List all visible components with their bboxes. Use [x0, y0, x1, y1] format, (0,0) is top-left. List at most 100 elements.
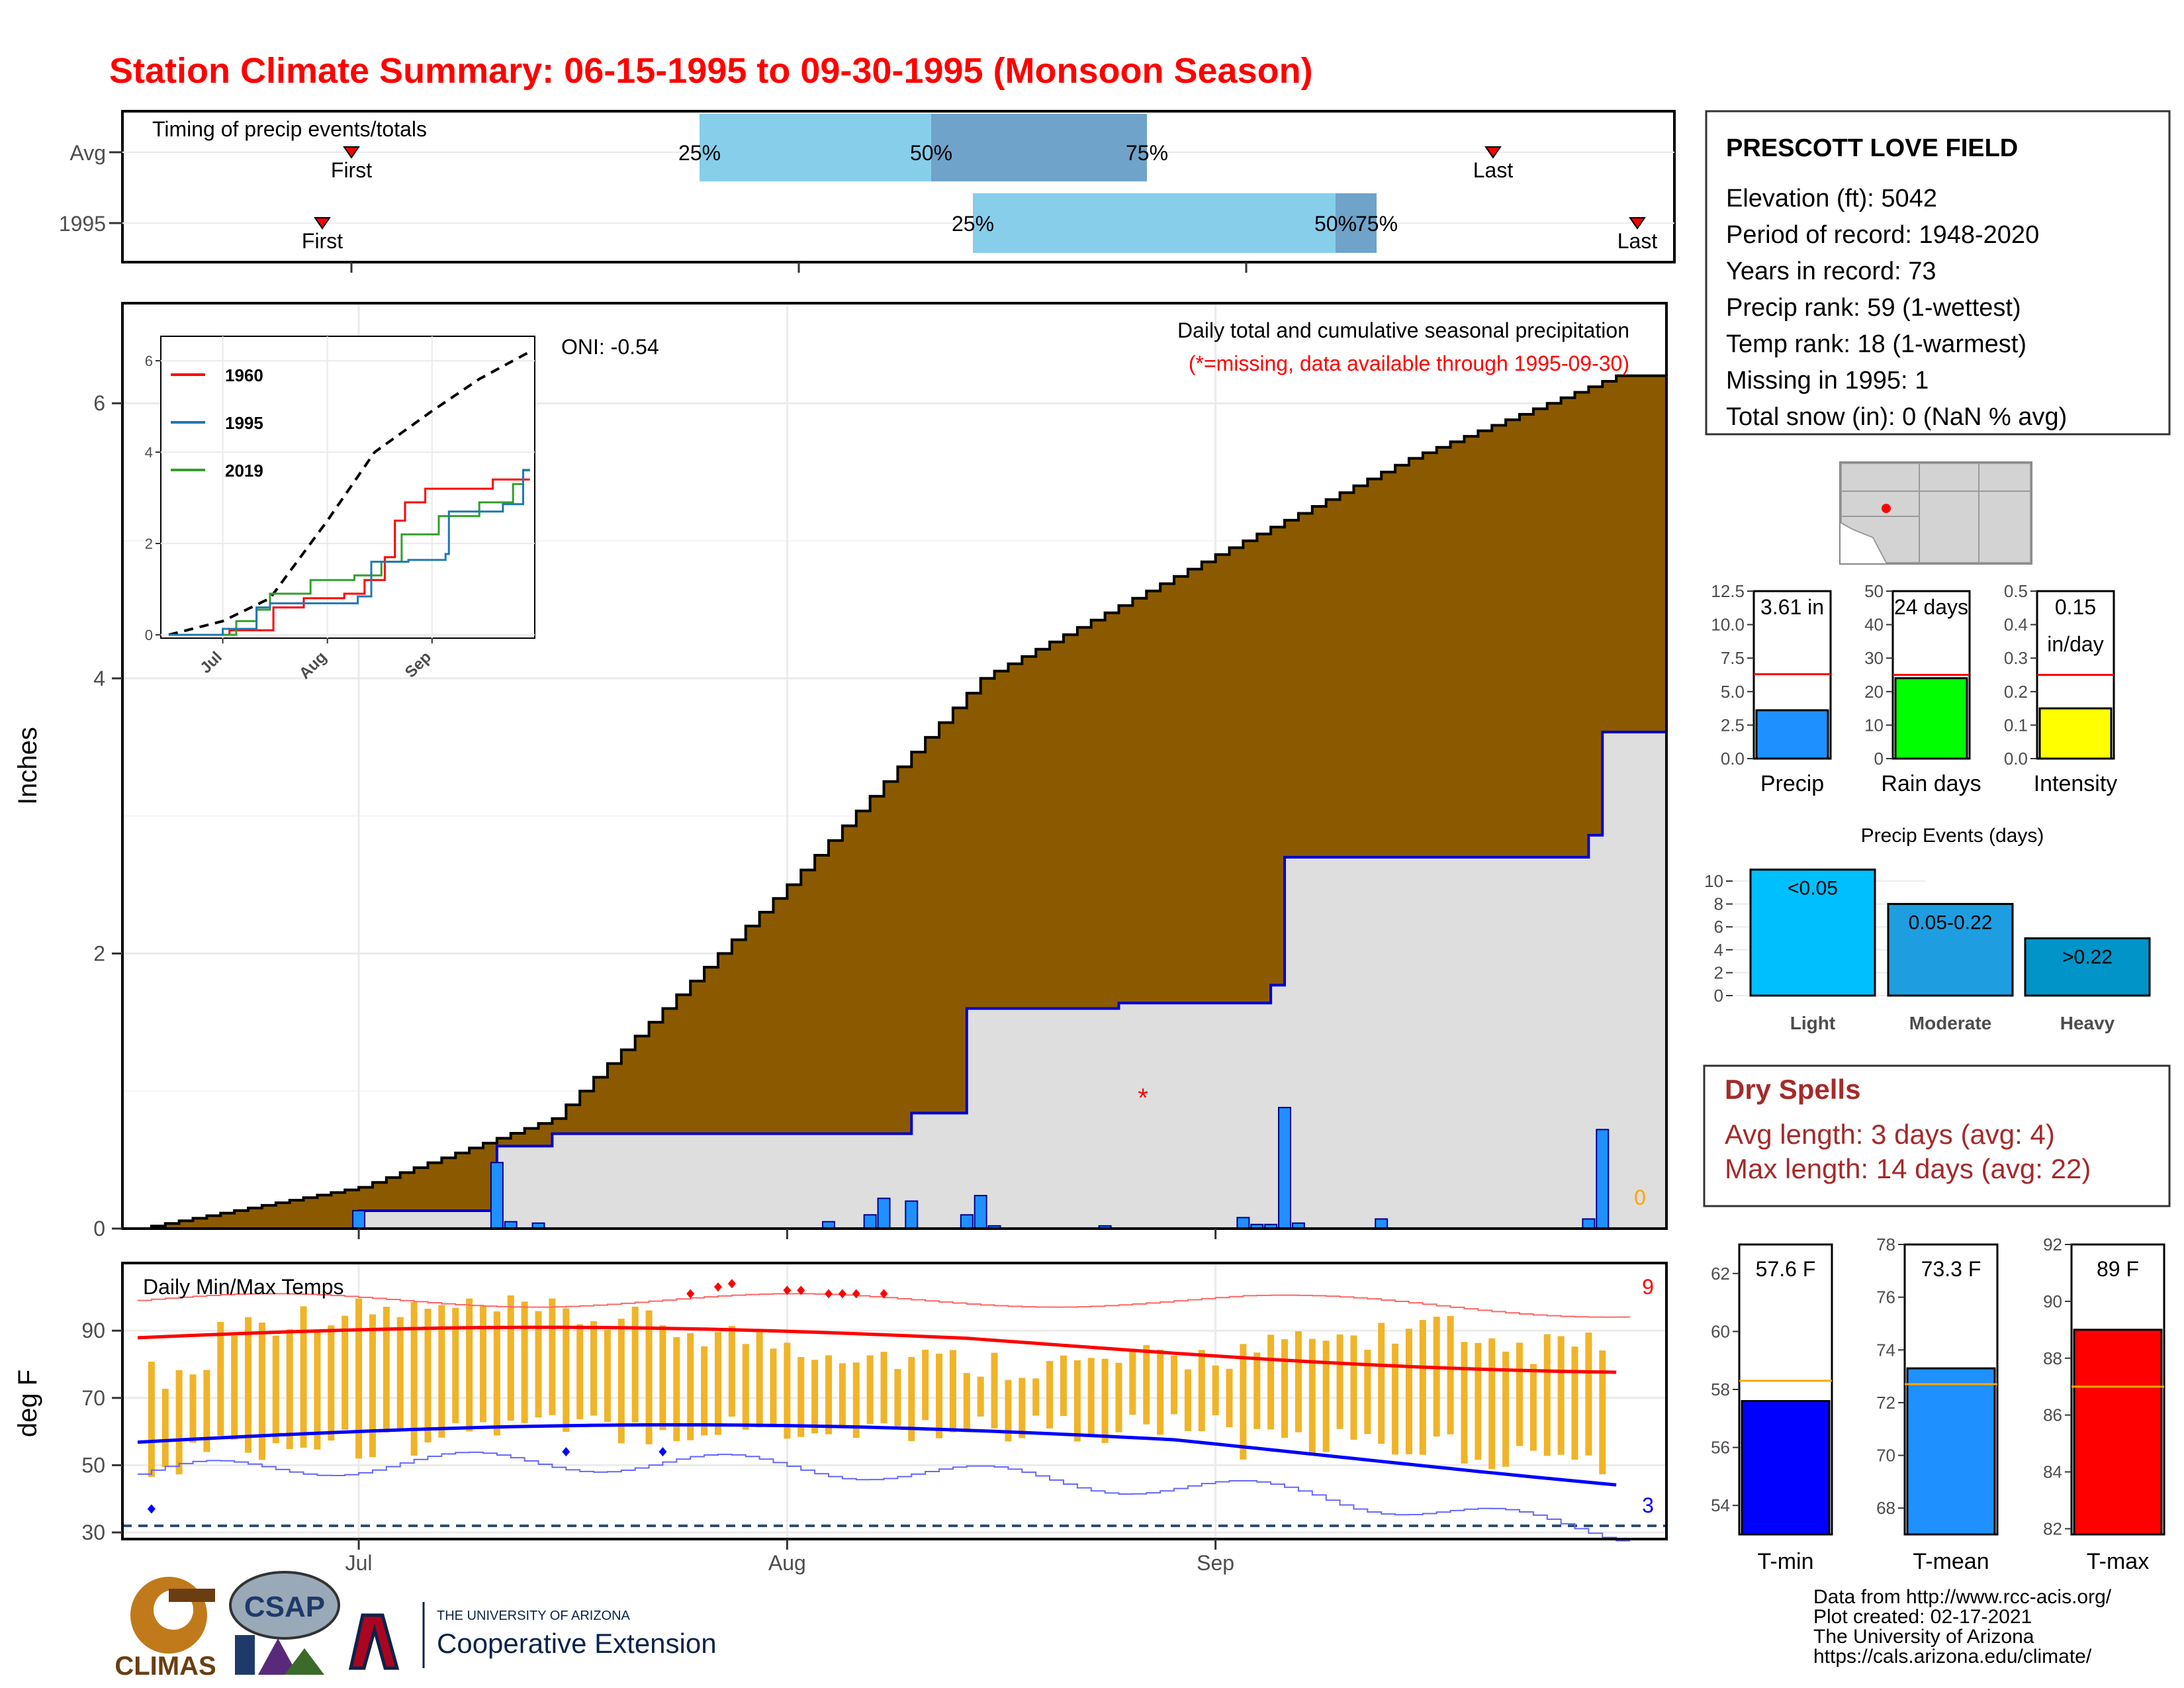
daily-temp-bar [1060, 1355, 1067, 1417]
temp-panel: 30 50 70 90 Daily Min/Max Temps deg F 9 3 J… [13, 1262, 1668, 1575]
summary-bar-t-max: 82 84 86 88 90 92 89 F T-max [2043, 1235, 2165, 1574]
summary-value-bar [1741, 1400, 1831, 1536]
ua-logo: THE UNIVERSITY OF ARIZONA Cooperative Ex… [348, 1602, 717, 1670]
summary-y-tick: 88 [2043, 1348, 2062, 1368]
temp-y-tick: 70 [81, 1386, 105, 1410]
page-title: Station Climate Summary: 06-15-1995 to 0… [109, 51, 1313, 91]
summary-label: T-mean [1913, 1549, 1989, 1574]
inset-legend-1995: 1995 [225, 413, 263, 433]
daily-precip-bar [1375, 1218, 1388, 1229]
summary-value-bar [1755, 709, 1829, 760]
daily-temp-bar [576, 1324, 584, 1420]
daily-temp-bar [936, 1353, 943, 1438]
main-ylabel: Inches [13, 727, 42, 805]
precip-legend-subtitle: (*=missing, data available through 1995-… [1189, 352, 1629, 375]
daily-temp-bar [438, 1305, 445, 1438]
summary-y-tick: 0.4 [2004, 615, 2028, 635]
svg-text:Cooperative Extension: Cooperative Extension [437, 1628, 717, 1659]
events-y-tick: 10 [1704, 871, 1723, 891]
daily-temp-bar [1240, 1344, 1247, 1460]
record-min-line [138, 1451, 1631, 1542]
daily-temp-bar [549, 1298, 556, 1415]
daily-temp-bar [175, 1370, 183, 1475]
summary-value-unit: in/day [2047, 632, 2103, 656]
daily-temp-bar [1005, 1380, 1012, 1442]
daily-temp-bar [286, 1329, 293, 1450]
daily-temp-bar [1295, 1331, 1302, 1432]
daily-temp-bar [1171, 1356, 1177, 1415]
avg-min-line [137, 1423, 1617, 1487]
y-tick-label: 2 [93, 941, 105, 965]
daily-temp-bar [590, 1321, 598, 1416]
avg-last-label: Last [1473, 158, 1514, 182]
missing-marker: * [1138, 1084, 1148, 1113]
summary-y-tick: 2.5 [1721, 715, 1745, 735]
daily-temp-bar [617, 1319, 625, 1444]
station-elevation: Elevation (ft): 5042 [1726, 185, 1937, 212]
daily-temp-bar [991, 1352, 998, 1429]
daily-temp-bar [742, 1344, 749, 1430]
record-low-marker [147, 1504, 156, 1514]
avg-p75: 75% [1126, 141, 1168, 165]
daily-temp-bar [369, 1314, 376, 1458]
daily-temp-bar [161, 1389, 169, 1468]
events-y-tick: 6 [1714, 917, 1723, 937]
events-y-tick: 2 [1714, 962, 1723, 982]
footer-line: https://cals.arizona.edu/climate/ [1813, 1646, 2092, 1667]
summary-y-tick: 0.0 [2004, 749, 2028, 769]
record-low-marker [562, 1447, 570, 1457]
year-last-marker [1629, 217, 1646, 230]
daily-temp-bar [1198, 1350, 1205, 1432]
summary-y-tick: 92 [2043, 1235, 2062, 1254]
daily-temp-bar [1461, 1342, 1468, 1464]
avg-first-marker [343, 146, 360, 159]
summary-value: 0.15 [2055, 595, 2096, 619]
daily-temp-bar [424, 1308, 432, 1443]
summary-y-tick: 50 [1864, 581, 1884, 601]
station-missing: Missing in 1995: 1 [1726, 367, 1929, 395]
daily-temp-bar [148, 1361, 155, 1477]
events-bar-heavy: >0.22 Heavy [2024, 937, 2151, 1033]
events-bar-light: <0.05 Light [1749, 868, 1876, 1033]
record-high-marker [686, 1289, 695, 1299]
temp-ylabel: deg F [13, 1370, 42, 1437]
daily-temp-bar [1392, 1343, 1399, 1455]
station-snow: Total snow (in): 0 (NaN % avg) [1726, 403, 2067, 431]
footer-line: Plot created: 02-17-2021 [1813, 1606, 2032, 1628]
events-label: Light [1790, 1013, 1835, 1033]
daily-temp-bar [852, 1362, 860, 1438]
daily-temp-bar [894, 1369, 901, 1427]
summary-bar-precip: 0.0 2.5 5.0 7.5 10.0 12.5 3.61 in Precip [1711, 581, 1832, 796]
daily-temp-bar [466, 1298, 473, 1432]
daily-temp-bar [977, 1376, 984, 1417]
daily-temp-bar [604, 1329, 611, 1422]
summary-y-tick: 76 [1876, 1288, 1895, 1307]
daily-temp-bar [1364, 1350, 1371, 1434]
daily-precip-bar [1236, 1217, 1250, 1229]
svg-text:CSAP: CSAP [244, 1591, 325, 1623]
daily-temp-bar [880, 1352, 887, 1424]
station-info-box: PRESCOTT LOVE FIELD Elevation (ft): 5042… [1705, 110, 2171, 436]
daily-temp-bar [1543, 1334, 1551, 1456]
daily-temp-bar [1529, 1364, 1537, 1451]
daily-temp-bar [493, 1311, 500, 1436]
summary-y-tick: 54 [1711, 1495, 1730, 1515]
oni-label: ONI: -0.54 [561, 335, 659, 359]
summary-y-tick: 58 [1711, 1380, 1730, 1399]
footer-credits: Data from http://www.rcc-acis.org/ Plot … [1813, 1586, 2112, 1667]
avg-iqr-low [700, 114, 931, 181]
daily-temp-bar [673, 1336, 680, 1442]
events-title: Precip Events (days) [1861, 825, 2044, 847]
svg-text:CLIMAS: CLIMAS [114, 1652, 216, 1681]
hot-day-count: 9 [1642, 1275, 1654, 1299]
daily-temp-bar [231, 1335, 238, 1440]
daily-temp-bar [1184, 1369, 1191, 1431]
events-label: Moderate [1909, 1013, 1991, 1033]
daily-temp-bar [866, 1355, 874, 1425]
events-label: Heavy [2060, 1013, 2115, 1033]
station-years: Years in record: 73 [1726, 258, 1936, 285]
summary-value-bar [2073, 1329, 2163, 1536]
timing-label: Timing of precip events/totals [152, 117, 427, 141]
footer-line: Data from http://www.rcc-acis.org/ [1813, 1586, 2112, 1608]
